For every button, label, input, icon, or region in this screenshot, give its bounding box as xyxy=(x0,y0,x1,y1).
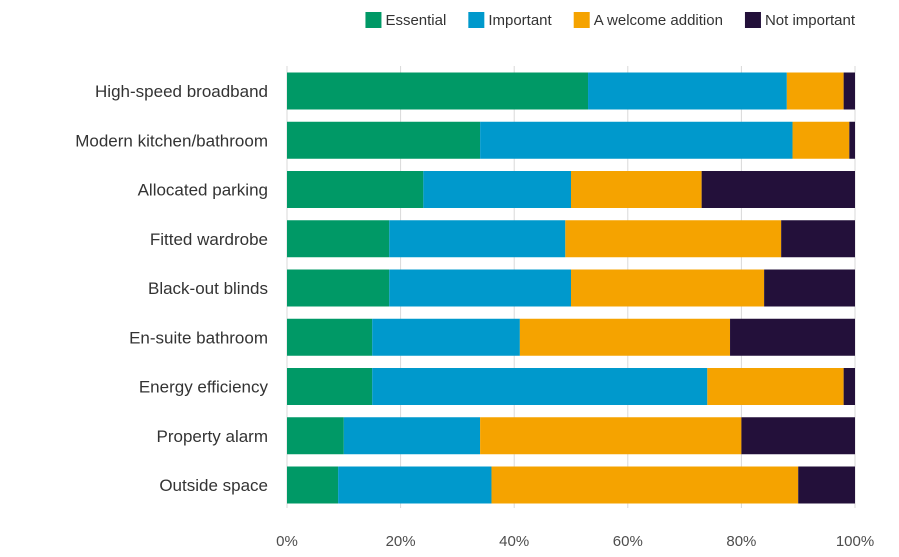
legend-item: A welcome addition xyxy=(573,12,723,29)
legend-swatch xyxy=(365,12,382,28)
bar-segment xyxy=(389,269,571,307)
category-labels: High-speed broadband Modern kitchen/bathr… xyxy=(75,82,268,495)
bar-segment xyxy=(792,121,850,159)
bar-segment xyxy=(781,220,855,258)
category-label: En-suite bathroom xyxy=(129,328,268,347)
x-tick-label: 20% xyxy=(386,533,416,550)
category-label: Black-out blinds xyxy=(148,279,268,298)
bar-segment xyxy=(798,466,855,504)
legend-item: Important xyxy=(468,12,553,29)
category-label: Energy efficiency xyxy=(139,378,269,397)
bar-segment xyxy=(480,417,742,455)
legend-item: Not important xyxy=(744,12,856,29)
bar-segment xyxy=(571,171,702,208)
bar-segment xyxy=(372,368,708,405)
bar-segment xyxy=(287,417,344,455)
bar-segment xyxy=(519,318,731,356)
bar-segment xyxy=(786,72,844,110)
bar-segment xyxy=(287,466,339,504)
bar-segment xyxy=(287,72,589,110)
legend-label: Important xyxy=(488,12,552,29)
bar-segment xyxy=(338,466,492,504)
bar-segment xyxy=(843,72,855,110)
legend-swatch xyxy=(468,12,485,28)
category-label: Outside space xyxy=(159,476,268,495)
bar-segment xyxy=(701,171,855,208)
bars xyxy=(287,72,855,504)
bar-segment xyxy=(287,220,390,258)
bar-segment xyxy=(287,269,390,307)
bar-segment xyxy=(480,121,793,159)
bar-segment xyxy=(287,121,481,159)
bar-segment xyxy=(741,417,855,455)
bar-segment xyxy=(423,171,571,208)
bar-segment xyxy=(565,220,782,258)
x-tick-label: 60% xyxy=(613,533,643,550)
bar-segment xyxy=(343,417,481,455)
x-tick-label: 0% xyxy=(276,533,298,550)
bar-segment xyxy=(287,368,373,405)
bar-segment xyxy=(764,269,855,307)
bar-segment xyxy=(491,466,799,504)
legend-label: Essential xyxy=(385,12,446,29)
bar-segment xyxy=(287,171,424,208)
bar-segment xyxy=(287,318,373,356)
x-axis-ticks: 0% 20% 40% 60% 80% 100% xyxy=(276,533,874,550)
legend: Essential Important A welcome addition Not … xyxy=(365,12,856,29)
bar-segment xyxy=(372,318,520,356)
x-tick-label: 100% xyxy=(836,533,874,550)
legend-swatch xyxy=(573,12,590,28)
category-label: Fitted wardrobe xyxy=(150,230,268,249)
x-tick-label: 40% xyxy=(499,533,529,550)
category-label: Allocated parking xyxy=(138,181,268,200)
bar-segment xyxy=(730,318,855,356)
bar-segment xyxy=(707,368,844,405)
legend-item: Essential xyxy=(365,12,446,29)
bar-segment xyxy=(571,269,765,307)
bar-segment xyxy=(389,220,566,258)
legend-label: Not important xyxy=(765,12,856,29)
bar-segment xyxy=(588,72,787,110)
x-tick-label: 80% xyxy=(726,533,756,550)
bar-segment xyxy=(843,368,855,405)
category-label: Modern kitchen/bathroom xyxy=(75,131,268,150)
category-label: High-speed broadband xyxy=(95,82,268,101)
legend-swatch xyxy=(744,12,761,28)
category-label: Property alarm xyxy=(157,427,268,446)
bar-segment xyxy=(849,121,855,159)
legend-label: A welcome addition xyxy=(594,12,723,29)
